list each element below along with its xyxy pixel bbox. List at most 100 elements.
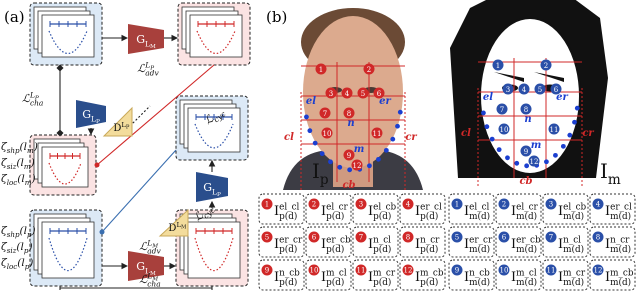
label-part: shp (7, 230, 20, 239)
label-part: ) (31, 225, 36, 237)
label-part: (l (17, 173, 24, 185)
landmark (572, 120, 577, 125)
label-part: siz (7, 246, 17, 255)
landmark (524, 163, 529, 168)
label-part: P (126, 125, 130, 131)
region-number: 6 (312, 234, 317, 242)
label-part: (l (20, 225, 27, 237)
label-part: m(d) (610, 211, 631, 222)
region-number: 1 (496, 62, 500, 70)
region-number: 4 (406, 201, 411, 209)
region-number: 10 (310, 267, 319, 275)
label-part: D (168, 223, 176, 234)
landmark (567, 133, 572, 138)
region-number: 1 (265, 201, 269, 209)
region-number: 3 (329, 90, 333, 98)
region-number: 10 (500, 267, 509, 275)
region-number: 2 (312, 201, 316, 209)
landmark (367, 163, 372, 168)
label-part: (l (20, 141, 27, 153)
landmark (390, 137, 395, 142)
face-part-label: cb (519, 176, 532, 187)
label-part: cha (147, 279, 160, 288)
region-number: 7 (323, 110, 327, 118)
landmark (398, 110, 403, 115)
cell-label: In_cbm(d) (464, 269, 490, 288)
region-number: 7 (549, 234, 553, 242)
label-part: m(d) (469, 244, 490, 255)
face-part-label: el (306, 96, 316, 107)
label-part: (l (17, 257, 24, 269)
landmark (307, 128, 312, 133)
face-part-label: cb (342, 180, 355, 191)
region-number: 1 (455, 201, 459, 209)
face-part-label: cl (461, 128, 471, 139)
cell-label: Im_cbm(d) (605, 269, 634, 288)
region-number: 6 (377, 90, 382, 98)
region-number: 8 (524, 106, 528, 114)
region-number: 5 (455, 234, 459, 242)
landmark (376, 157, 381, 162)
region-number: 8 (406, 234, 410, 242)
landmark (304, 115, 309, 120)
region-number: 2 (502, 201, 506, 209)
landmark (481, 111, 486, 116)
label-part: I (312, 159, 320, 183)
cell-label: Iel_crm(d) (511, 203, 539, 222)
cell-label: Iel_clm(d) (464, 203, 490, 222)
landmark (553, 153, 558, 158)
face-part-label: n (347, 118, 354, 129)
region-number: 12 (353, 162, 362, 170)
landmark (490, 137, 495, 142)
region-number: 5 (265, 234, 269, 242)
label-part: cha (30, 98, 43, 107)
cell-label: In_crp(d) (415, 236, 440, 255)
region-number: 11 (550, 126, 559, 134)
region-number: 2 (367, 66, 371, 74)
label-part: p(d) (373, 211, 391, 222)
label-part: m(d) (469, 211, 490, 222)
region-number: 2 (544, 62, 548, 70)
face-part-label: m (531, 140, 542, 151)
region-number: 3 (506, 86, 510, 94)
label-part: m(d) (469, 277, 490, 288)
face-part-label: el (483, 92, 493, 103)
label-part: shp (7, 146, 20, 155)
region-number: 1 (319, 66, 323, 74)
label-part: p(d) (373, 277, 391, 288)
region-number: 11 (357, 267, 366, 275)
region-number: 11 (547, 267, 556, 275)
figure: (a)GLMGLPGLPGLMDLPDLMℒLPadvℒLPchaℒcycℒcy… (0, 0, 639, 294)
cell-label: Im_crm(d) (558, 269, 586, 288)
label-part: G (136, 33, 145, 46)
panel-label: (b) (266, 8, 287, 26)
label-part: p(d) (326, 277, 344, 288)
label-part: m (608, 172, 621, 188)
label-part: G (82, 108, 91, 121)
landmark (561, 144, 566, 149)
label-part: ) (33, 141, 38, 153)
cell-label: In_cbp(d) (274, 269, 300, 288)
label-part: loc (7, 178, 18, 187)
region-number: 10 (323, 130, 332, 138)
label-part: p(d) (373, 244, 391, 255)
region-number: 9 (265, 267, 269, 275)
region-number: 9 (347, 152, 351, 160)
landmark (544, 159, 549, 164)
label-part: P (96, 119, 100, 125)
landmark (497, 147, 502, 152)
region-number: 12 (530, 158, 539, 166)
label-part: p(d) (420, 277, 438, 288)
region-number: 12 (594, 267, 603, 275)
label-part: m(d) (516, 244, 537, 255)
label-part: m(d) (563, 277, 584, 288)
face-part-label: cl (284, 132, 294, 143)
condition-label: ζloc(lp) (1, 257, 33, 271)
label-part: m(d) (610, 277, 631, 288)
